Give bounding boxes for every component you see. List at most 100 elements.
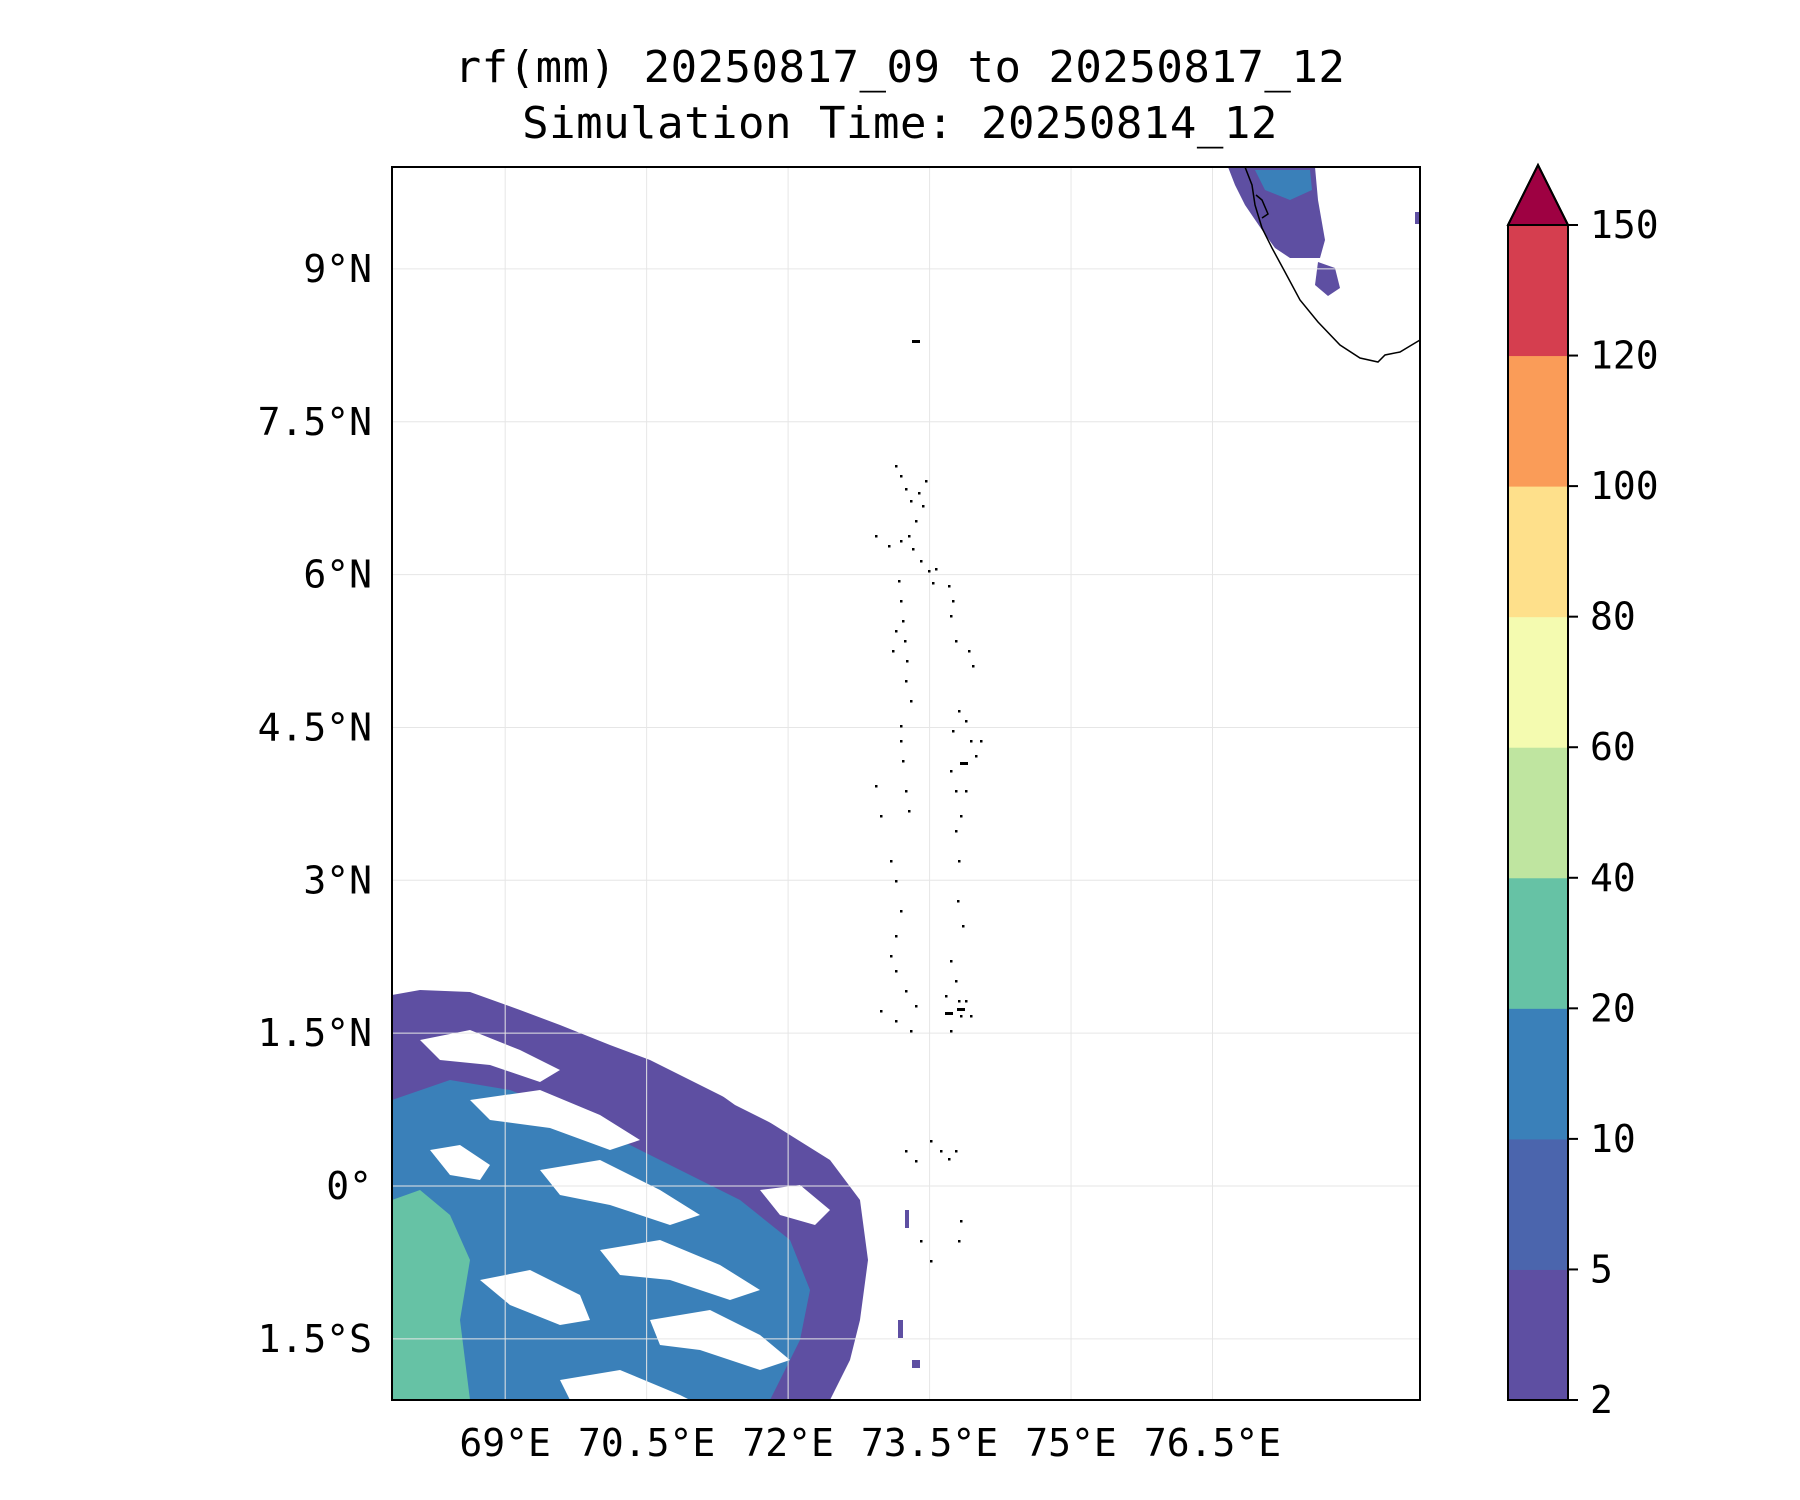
coastline — [1244, 167, 1420, 363]
atoll-dot — [948, 585, 951, 588]
atoll-dot — [972, 665, 975, 668]
rainfall-speck — [898, 1320, 903, 1338]
island-mark — [957, 1008, 965, 1011]
atoll-dot — [948, 1158, 951, 1161]
longitude-tick-label: 70.5°E — [578, 1421, 715, 1465]
atoll-dot — [900, 475, 903, 478]
colorbar-tick-label: 40 — [1590, 856, 1636, 900]
colorbar-segment — [1508, 747, 1568, 879]
atoll-dot — [930, 1260, 933, 1263]
latitude-axis: 9°N 7.5°N 6°N 4.5°N 3°N 1.5°N 0° 1.5°S — [258, 247, 372, 1361]
atoll-dot — [928, 570, 931, 573]
atoll-dot — [888, 545, 891, 548]
atoll-dot — [935, 568, 938, 571]
atoll-dot — [920, 560, 923, 563]
atoll-dot — [890, 860, 893, 863]
atoll-dot — [955, 790, 958, 793]
colorbar-tick-label: 10 — [1590, 1117, 1636, 1161]
colorbar-tick-label: 100 — [1590, 464, 1659, 508]
atoll-dot — [900, 600, 903, 603]
colorbar-segment — [1508, 355, 1568, 487]
latitude-tick-label: 7.5°N — [258, 400, 372, 444]
atoll-dot — [915, 1160, 918, 1163]
atoll-dot — [945, 995, 948, 998]
atoll-dot — [918, 492, 921, 495]
colorbar-tick-label: 5 — [1590, 1247, 1613, 1291]
atoll-dot — [898, 580, 901, 583]
map-gridlines — [392, 167, 1420, 1400]
atoll-dot — [910, 1030, 913, 1033]
atoll-dot — [968, 650, 971, 653]
atoll-dot — [957, 900, 960, 903]
atoll-dot — [895, 630, 898, 633]
latitude-tick-label: 6°N — [303, 553, 372, 597]
atoll-dot — [958, 1240, 961, 1243]
colorbar-segment — [1508, 225, 1568, 357]
atoll-dot — [895, 970, 898, 973]
atoll-dot — [955, 980, 958, 983]
latitude-tick-label: 1.5°N — [258, 1011, 372, 1055]
colorbar-segment — [1508, 616, 1568, 748]
atoll-dot — [875, 535, 878, 538]
atoll-dot — [905, 990, 908, 993]
island-atolls — [875, 340, 983, 1263]
atoll-dot — [908, 810, 911, 813]
colorbar-segment — [1508, 1138, 1568, 1270]
map-title-line1: rf(mm) 20250817_09 to 20250817_12 — [454, 42, 1346, 93]
atoll-dot — [960, 1015, 963, 1018]
atoll-dot — [875, 785, 878, 788]
colorbar-segment — [1508, 877, 1568, 1009]
atoll-dot — [906, 660, 909, 663]
rainfall-speck — [1415, 212, 1420, 224]
latitude-tick-label: 9°N — [303, 247, 372, 291]
rainfall-speck — [905, 1210, 909, 1228]
atoll-dot — [905, 488, 908, 491]
atoll-dot — [880, 815, 883, 818]
atoll-dot — [905, 790, 908, 793]
longitude-tick-label: 73.5°E — [861, 1421, 998, 1465]
atoll-dot — [892, 650, 895, 653]
atoll-dot — [900, 725, 903, 728]
atoll-dot — [930, 1140, 933, 1143]
atoll-dot — [895, 465, 898, 468]
atoll-dot — [952, 600, 955, 603]
colorbar: 2 5 10 20 40 60 80 100 120 150 — [1506, 162, 1659, 1422]
rainfall-area-northeast-blue — [1255, 170, 1312, 200]
atoll-dot — [970, 1015, 973, 1018]
colorbar-segment — [1508, 1008, 1568, 1140]
atoll-dot — [902, 620, 905, 623]
atoll-dot — [980, 740, 983, 743]
island-mark — [960, 762, 968, 765]
atoll-dot — [950, 615, 953, 618]
atoll-dot — [900, 910, 903, 913]
colorbar-tick-label: 80 — [1590, 595, 1636, 639]
longitude-axis: 69°E 70.5°E 72°E 73.5°E 75°E 76.5°E — [459, 1421, 1281, 1465]
rainfall-speck — [912, 1360, 920, 1368]
atoll-dot — [920, 1240, 923, 1243]
atoll-dot — [950, 1030, 953, 1033]
latitude-tick-label: 4.5°N — [258, 705, 372, 749]
atoll-dot — [958, 710, 961, 713]
atoll-dot — [952, 730, 955, 733]
rainfall-layer — [392, 167, 1420, 1400]
atoll-dot — [895, 880, 898, 883]
longitude-tick-label: 72°E — [742, 1421, 834, 1465]
atoll-dot — [910, 500, 913, 503]
atoll-dot — [960, 815, 963, 818]
atoll-dot — [922, 505, 925, 508]
atoll-dot — [900, 540, 903, 543]
longitude-tick-label: 69°E — [459, 1421, 551, 1465]
map-frame — [391, 166, 1421, 1401]
coastline-india-inlet — [1255, 194, 1269, 219]
atoll-dot — [940, 1150, 943, 1153]
atoll-dot — [880, 1010, 883, 1013]
atoll-dot — [895, 1020, 898, 1023]
colorbar-segment — [1508, 1269, 1568, 1401]
atoll-dot — [965, 1000, 968, 1003]
island-mark — [912, 340, 920, 343]
colorbar-segment — [1508, 486, 1568, 618]
atoll-dot — [915, 520, 918, 523]
latitude-tick-label: 3°N — [303, 858, 372, 902]
atoll-dot — [905, 680, 908, 683]
